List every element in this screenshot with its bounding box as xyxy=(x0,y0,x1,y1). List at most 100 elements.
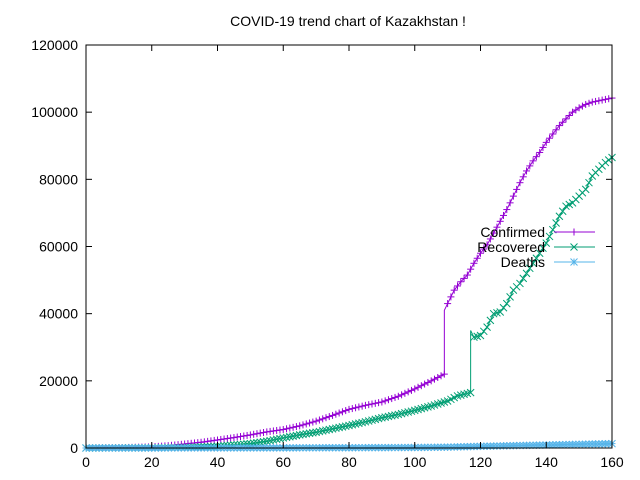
confirmed-point xyxy=(322,414,330,422)
recovered-line xyxy=(85,157,613,449)
x-tick-label: 40 xyxy=(210,454,226,470)
confirmed-point xyxy=(332,410,340,418)
confirmed-point xyxy=(378,398,386,406)
recovered-point xyxy=(483,323,491,331)
recovered-point xyxy=(266,436,274,445)
confirmed-point xyxy=(414,383,422,391)
recovered-point xyxy=(604,156,613,164)
confirmed-point xyxy=(345,405,353,413)
confirmed-point xyxy=(490,229,498,237)
recovered-point xyxy=(322,426,330,435)
legend-label-confirmed: Confirmed xyxy=(480,224,545,240)
confirmed-point xyxy=(575,104,583,112)
recovered-point xyxy=(276,434,284,443)
recovered-point xyxy=(302,429,311,438)
recovered-point xyxy=(279,434,288,442)
confirmed-point xyxy=(401,389,409,397)
confirmed-point xyxy=(299,421,307,429)
recovered-point xyxy=(338,422,347,431)
confirmed-point xyxy=(444,300,452,308)
recovered-point xyxy=(378,413,386,422)
confirmed-point xyxy=(417,382,425,390)
confirmed-point xyxy=(279,426,287,434)
confirmed-point xyxy=(233,433,241,441)
confirmed-point xyxy=(595,97,603,105)
recovered-point xyxy=(496,308,505,316)
recovered-point xyxy=(289,432,297,440)
recovered-point xyxy=(466,388,475,397)
recovered-point xyxy=(522,269,531,278)
confirmed-line xyxy=(85,97,613,449)
confirmed-point xyxy=(532,153,540,161)
legend-marker-recovered xyxy=(570,243,578,251)
confirmed-point xyxy=(536,148,544,156)
confirmed-point xyxy=(260,428,268,436)
recovered-point xyxy=(295,431,304,439)
confirmed-point xyxy=(394,392,402,400)
recovered-point xyxy=(269,436,278,444)
legend-marker-deaths xyxy=(570,258,578,266)
confirmed-point xyxy=(453,282,461,290)
confirmed-point xyxy=(529,157,537,165)
confirmed-point xyxy=(253,430,261,438)
recovered-point xyxy=(519,274,528,283)
confirmed-point xyxy=(601,95,609,103)
recovered-point xyxy=(331,424,340,433)
confirmed-point xyxy=(424,378,432,386)
legend-label-deaths: Deaths xyxy=(501,254,545,270)
recovered-point xyxy=(581,185,590,194)
confirmed-point xyxy=(605,95,613,103)
confirmed-point xyxy=(592,97,600,105)
confirmed-point xyxy=(430,375,438,383)
confirmed-point xyxy=(578,102,586,110)
x-tick-label: 20 xyxy=(144,454,160,470)
confirmed-point xyxy=(289,423,297,431)
recovered-point xyxy=(308,428,317,437)
confirmed-point xyxy=(404,388,412,396)
confirmed-point xyxy=(302,420,310,428)
confirmed-point xyxy=(470,259,478,267)
confirmed-point xyxy=(283,425,291,433)
y-tick-label: 80000 xyxy=(39,171,78,187)
confirmed-point xyxy=(352,404,360,412)
confirmed-point xyxy=(496,217,504,225)
confirmed-point xyxy=(361,401,369,409)
confirmed-point xyxy=(329,411,337,419)
confirmed-point xyxy=(240,432,248,440)
confirmed-point xyxy=(237,433,245,441)
recovered-point xyxy=(529,259,537,268)
recovered-point xyxy=(292,431,301,440)
confirmed-point xyxy=(519,173,527,181)
recovered-point xyxy=(299,430,307,439)
x-tick-label: 100 xyxy=(403,454,427,470)
confirmed-point xyxy=(398,391,406,399)
confirmed-point xyxy=(463,271,471,279)
confirmed-point xyxy=(460,274,468,282)
recovered-point xyxy=(525,264,534,273)
recovered-point xyxy=(259,437,268,446)
confirmed-point xyxy=(526,162,534,170)
confirmed-point xyxy=(539,143,547,151)
recovered-point xyxy=(585,178,593,187)
confirmed-point xyxy=(388,395,396,403)
confirmed-point xyxy=(467,265,475,273)
confirmed-point xyxy=(434,373,442,381)
recovered-point xyxy=(486,316,495,325)
confirmed-point xyxy=(546,134,554,142)
confirmed-point xyxy=(250,430,258,438)
confirmed-point xyxy=(477,249,484,257)
confirmed-point xyxy=(427,377,435,385)
confirmed-point xyxy=(513,185,521,193)
recovered-point xyxy=(381,413,390,421)
confirmed-point xyxy=(246,431,254,439)
y-tick-label: 40000 xyxy=(39,306,78,322)
confirmed-point xyxy=(407,386,415,394)
confirmed-point xyxy=(381,397,389,405)
confirmed-point xyxy=(243,431,251,439)
recovered-point xyxy=(555,212,564,221)
recovered-point xyxy=(516,279,524,288)
confirmed-point xyxy=(365,401,373,409)
confirmed-point xyxy=(555,122,563,130)
x-tick-label: 140 xyxy=(535,454,559,470)
